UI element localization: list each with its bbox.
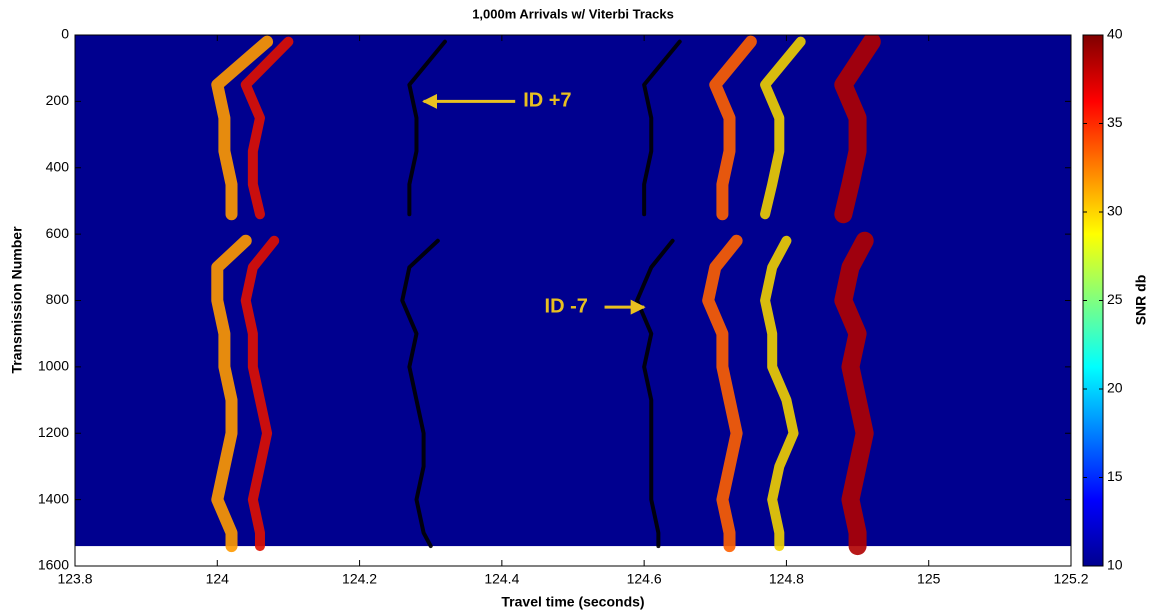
x-tick-label: 124 <box>206 571 230 587</box>
colorbar-tick-label: 10 <box>1107 557 1123 573</box>
chart-title: 1,000m Arrivals w/ Viterbi Tracks <box>472 6 674 21</box>
track <box>760 36 806 220</box>
tracks <box>211 35 881 556</box>
track <box>400 238 440 549</box>
y-tick-label: 400 <box>46 158 70 174</box>
y-tick-label: 800 <box>46 291 70 307</box>
x-tick-label: 124.6 <box>627 571 662 587</box>
track <box>709 35 757 221</box>
y-tick-label: 1400 <box>38 490 69 506</box>
track <box>834 231 874 556</box>
y-tick-label: 1600 <box>38 557 69 573</box>
y-tick-label: 0 <box>61 26 69 42</box>
track <box>211 234 252 553</box>
x-tick-label: 124.8 <box>769 571 804 587</box>
track <box>240 36 294 220</box>
y-tick-label: 1200 <box>38 424 69 440</box>
track <box>760 235 799 552</box>
y-tick-label: 200 <box>46 92 70 108</box>
track <box>635 238 675 549</box>
colorbar-tick-label: 15 <box>1107 468 1123 484</box>
colorbar-tick-label: 25 <box>1107 291 1123 307</box>
y-tick-label: 600 <box>46 225 70 241</box>
colorbar-tick-label: 30 <box>1107 203 1123 219</box>
colorbar-tick-label: 35 <box>1107 114 1123 130</box>
track <box>642 39 682 217</box>
colorbar-label: SNR db <box>1133 275 1149 326</box>
track <box>240 235 280 552</box>
track <box>211 35 274 221</box>
x-tick-label: 125.2 <box>1053 571 1088 587</box>
x-tick-label: 123.8 <box>57 571 92 587</box>
y-tick-label: 1000 <box>38 358 69 374</box>
track <box>407 39 447 217</box>
y-axis-label: Transmission Number <box>9 226 25 374</box>
image-background <box>75 35 1071 547</box>
track <box>834 35 881 224</box>
annotation: ID -7 <box>545 295 588 317</box>
colorbar-tick-label: 20 <box>1107 380 1123 396</box>
track <box>702 234 743 553</box>
annotation: ID +7 <box>523 90 571 112</box>
x-tick-label: 125 <box>917 571 941 587</box>
x-axis-label: Travel time (seconds) <box>501 594 644 610</box>
x-tick-label: 124.4 <box>484 571 519 587</box>
colorbar-tick-label: 40 <box>1107 26 1123 42</box>
x-tick-label: 124.2 <box>342 571 377 587</box>
